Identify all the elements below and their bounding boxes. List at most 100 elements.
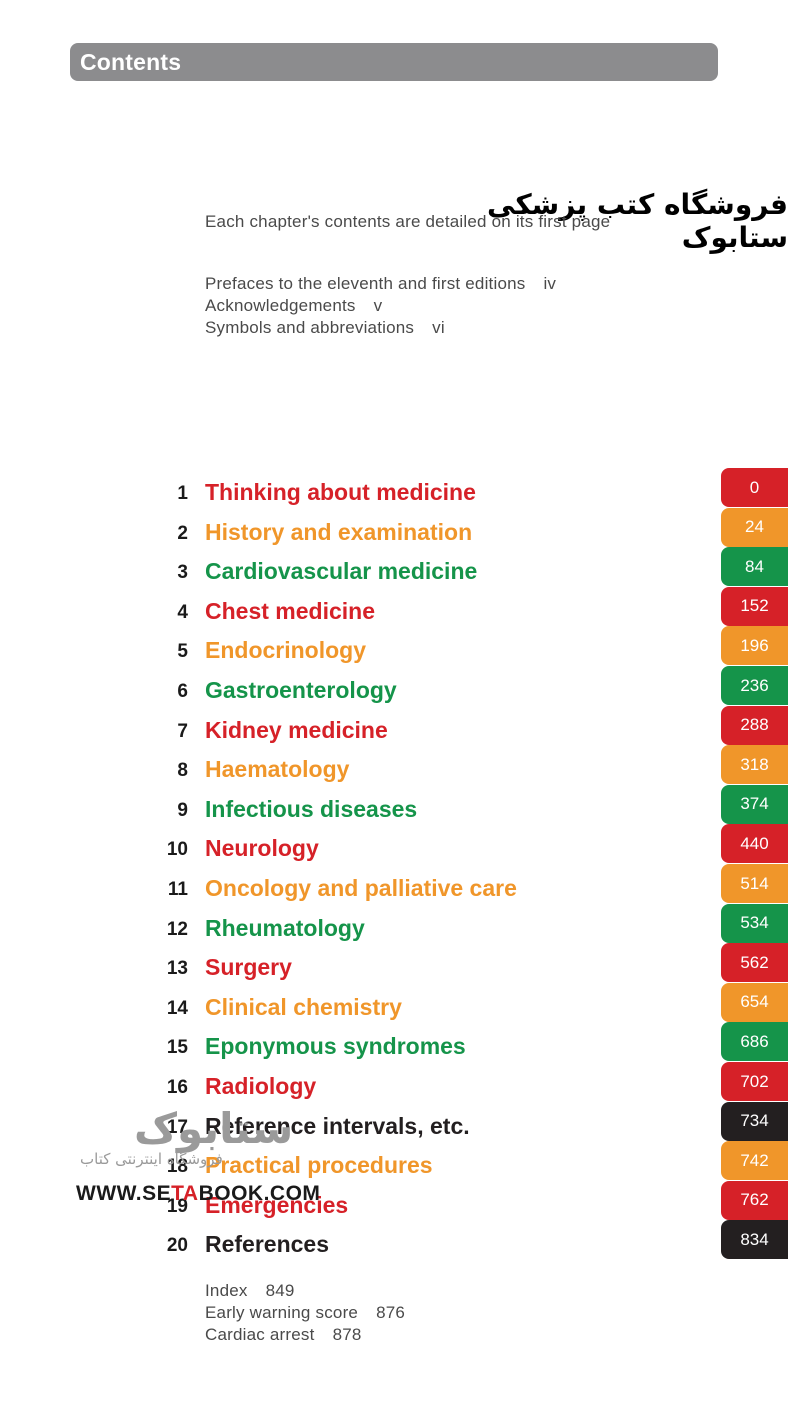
chapter-title[interactable]: Radiology (205, 1073, 317, 1099)
back-matter-item[interactable]: Index 849 (205, 1281, 295, 1301)
chapter-title[interactable]: Kidney medicine (205, 716, 388, 743)
contents-title: Contents (80, 49, 182, 75)
logo-url-post: BOOK.COM (198, 1182, 321, 1205)
chapter-title[interactable]: Clinical chemistry (205, 993, 402, 1020)
chapter-row[interactable]: 7 Kidney medicine 288 (0, 705, 788, 757)
chapter-page-tab[interactable]: 742 (721, 1141, 788, 1181)
chapter-title[interactable]: Reference intervals, etc. (205, 1112, 470, 1139)
logo-url: WWW.SETABOOK.COM (76, 1182, 320, 1206)
chapter-row[interactable]: 17 Reference intervals, etc. 734 (0, 1101, 788, 1153)
intro-note: Each chapter's contents are detailed on … (205, 212, 611, 231)
chapter-title[interactable]: Thinking about medicine (205, 479, 476, 505)
chapter-page-tab[interactable]: 834 (721, 1220, 788, 1260)
chapter-title[interactable]: Practical procedures (205, 1152, 433, 1179)
chapter-row[interactable]: 8 Haematology 318 (0, 745, 788, 796)
chapter-title[interactable]: Rheumatology (205, 914, 365, 941)
chapter-row[interactable]: 20 References 834 (0, 1220, 788, 1271)
chapter-number: 9 (177, 799, 188, 821)
chapter-page-tab[interactable]: 654 (721, 982, 788, 1022)
chapter-number: 18 (166, 1156, 188, 1178)
chapter-title[interactable]: Chest medicine (205, 597, 375, 624)
watermark-text: فروشگاه کتب پزشکی ستابوک (487, 188, 788, 254)
chapter-row[interactable]: 11 Oncology and palliative care 514 (0, 864, 788, 915)
back-matter-page: 878 (332, 1325, 362, 1344)
chapter-page-tab[interactable]: 534 (721, 903, 788, 943)
front-matter-title: Acknowledgements (205, 296, 356, 315)
chapter-number: 15 (166, 1037, 188, 1059)
chapter-title[interactable]: Infectious diseases (205, 795, 418, 822)
chapter-number: 20 (166, 1235, 188, 1257)
chapter-row[interactable]: 6 Gastroenterology 236 (0, 666, 788, 717)
chapter-page-tab[interactable]: 734 (721, 1101, 788, 1141)
chapter-page-tab[interactable]: 374 (721, 784, 788, 824)
chapter-page-tab[interactable]: 288 (721, 705, 788, 745)
back-matter-title: Cardiac arrest (205, 1325, 315, 1344)
logo-url-pre: WWW.SE (76, 1182, 172, 1205)
chapter-row[interactable]: 5 Endocrinology 196 (0, 626, 788, 677)
chapter-page-tab[interactable]: 514 (721, 864, 788, 903)
front-matter-item[interactable]: Symbols and abbreviations vi (205, 318, 445, 338)
chapter-row[interactable]: 2 History and examination 24 (0, 507, 788, 559)
chapter-page-tab[interactable]: 440 (721, 824, 788, 864)
back-matter-item[interactable]: Cardiac arrest 878 (205, 1325, 362, 1345)
chapter-page-tab[interactable]: 24 (721, 507, 788, 547)
chapter-number: 6 (177, 681, 188, 702)
chapter-number: 12 (166, 918, 188, 940)
chapter-row[interactable]: 1 Thinking about medicine 0 (0, 468, 788, 519)
chapter-title[interactable]: Surgery (205, 954, 292, 981)
chapter-row[interactable]: 4 Chest medicine 152 (0, 586, 788, 638)
chapter-title[interactable]: Haematology (205, 756, 350, 783)
chapter-page-tab[interactable]: 702 (721, 1062, 788, 1101)
chapter-row[interactable]: 16 Radiology 702 (0, 1062, 788, 1113)
chapter-number: 13 (166, 958, 188, 980)
chapter-title[interactable]: References (205, 1231, 330, 1258)
chapter-title[interactable]: History and examination (205, 518, 473, 545)
front-matter-item[interactable]: Prefaces to the eleventh and first editi… (205, 274, 556, 294)
chapter-row[interactable]: 18 Practical procedures 742 (0, 1141, 788, 1192)
back-matter-item[interactable]: Early warning score 876 (205, 1303, 405, 1323)
chapter-number: 14 (166, 997, 188, 1019)
chapter-title[interactable]: Cardiovascular medicine (205, 558, 478, 585)
back-matter-page: 876 (376, 1303, 406, 1322)
chapter-number: 7 (177, 720, 188, 742)
chapter-row[interactable]: 9 Infectious diseases 374 (0, 784, 788, 836)
contents-header-bar: Contents (70, 43, 718, 81)
chapter-number: 19 (166, 1195, 188, 1217)
chapter-page-tab[interactable]: 236 (721, 666, 788, 705)
chapter-page-tab[interactable]: 562 (721, 943, 788, 983)
front-matter-page: vi (432, 318, 445, 337)
back-matter-title: Index (205, 1281, 248, 1300)
front-matter-title: Prefaces to the eleventh and first editi… (205, 274, 526, 293)
chapter-row[interactable]: 10 Neurology 440 (0, 824, 788, 875)
chapter-page-tab[interactable]: 196 (721, 626, 788, 666)
chapter-row[interactable]: 13 Surgery 562 (0, 943, 788, 994)
chapter-row[interactable]: 15 Eponymous syndromes 686 (0, 1022, 788, 1073)
chapter-page-tab[interactable]: 762 (721, 1180, 788, 1220)
chapter-title[interactable]: Eponymous syndromes (205, 1033, 466, 1060)
chapter-page-tab[interactable]: 0 (721, 468, 788, 507)
logo-subtitle: فروشگاه اینترنتی کتاب (80, 1150, 223, 1168)
chapter-row[interactable]: 12 Rheumatology 534 (0, 903, 788, 955)
chapter-row[interactable]: 19 Emergencies 762 (0, 1180, 788, 1232)
chapter-number: 16 (166, 1077, 188, 1098)
back-matter-page: 849 (265, 1281, 295, 1300)
front-matter-item[interactable]: Acknowledgements v (205, 296, 382, 316)
chapter-number: 8 (177, 760, 188, 782)
chapter-row[interactable]: 3 Cardiovascular medicine 84 (0, 547, 788, 598)
chapter-title[interactable]: Neurology (205, 835, 319, 862)
chapter-title[interactable]: Endocrinology (205, 637, 366, 664)
chapter-number: 1 (177, 483, 188, 504)
chapter-title[interactable]: Oncology and palliative care (205, 875, 517, 901)
chapter-number: 2 (177, 522, 188, 544)
front-matter-page: iv (543, 274, 557, 293)
chapter-page-tab[interactable]: 686 (721, 1022, 788, 1062)
chapter-title[interactable]: Gastroenterology (205, 677, 397, 703)
chapter-row[interactable]: 14 Clinical chemistry 654 (0, 982, 788, 1034)
chapter-number: 11 (167, 879, 188, 900)
logo-brand: ستابوک (134, 1105, 294, 1152)
chapter-title[interactable]: Emergencies (205, 1191, 349, 1218)
chapter-number: 10 (166, 839, 188, 861)
chapter-page-tab[interactable]: 152 (721, 586, 788, 626)
chapter-page-tab[interactable]: 84 (721, 547, 788, 587)
chapter-page-tab[interactable]: 318 (721, 745, 788, 785)
